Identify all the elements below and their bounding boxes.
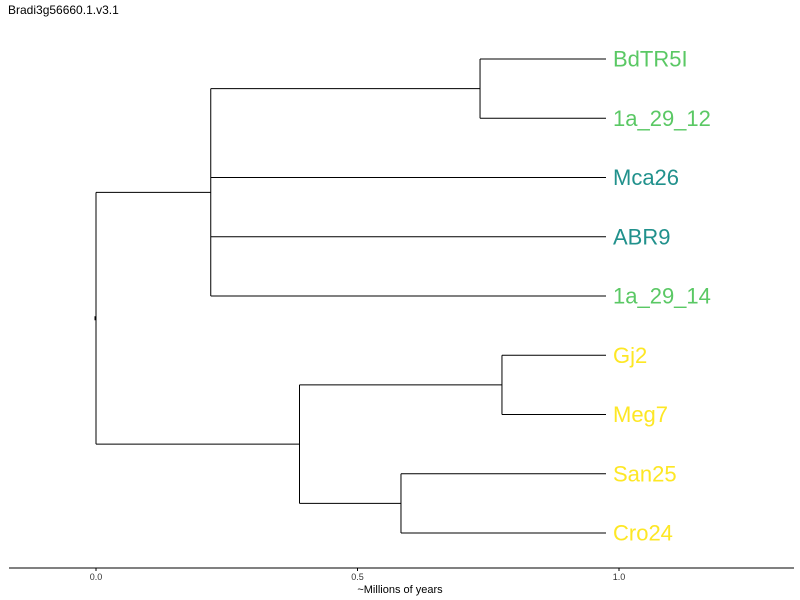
- x-axis-label: ~Millions of years: [357, 584, 443, 596]
- x-axis: 0.0 0.5 1.0 ~Millions of years: [9, 567, 794, 596]
- tip-label: BdTR5I: [613, 47, 688, 72]
- tip-label: 1a_29_12: [613, 106, 711, 131]
- tip-label: Meg7: [613, 402, 668, 427]
- x-tick-label: 0.5: [351, 572, 364, 582]
- tip-label: San25: [613, 461, 677, 486]
- x-tick-label: 1.0: [613, 572, 626, 582]
- tip-label: Gj2: [613, 343, 647, 368]
- tip-label: ABR9: [613, 224, 670, 249]
- tip-label: Cro24: [613, 521, 673, 546]
- x-axis-ticks: 0.0 0.5 1.0: [90, 568, 626, 582]
- x-tick-label: 0.0: [90, 572, 103, 582]
- tip-label: Mca26: [613, 165, 679, 190]
- page-title: Bradi3g56660.1.v3.1: [8, 3, 119, 17]
- tree-branches: [94, 58, 606, 534]
- tip-label: 1a_29_14: [613, 284, 711, 309]
- tip-labels: BdTR5I 1a_29_12 Mca26 ABR9 1a_29_14 Gj2 Meg7 Sa…: [613, 47, 711, 546]
